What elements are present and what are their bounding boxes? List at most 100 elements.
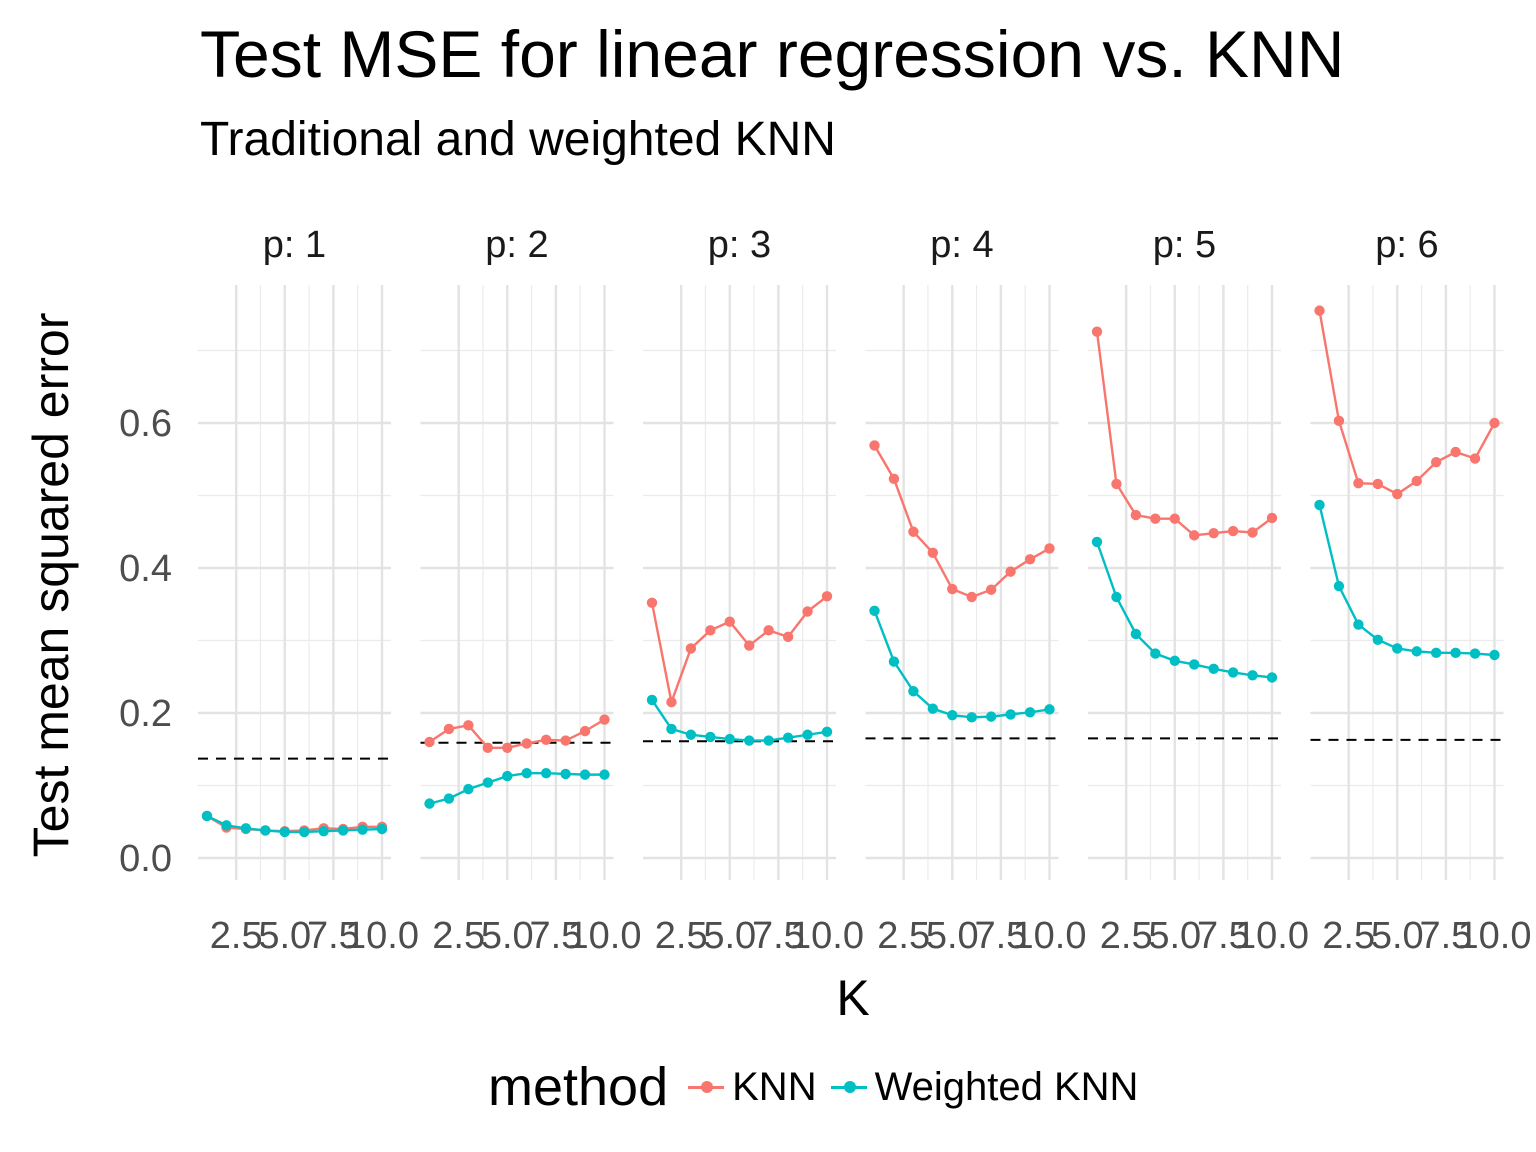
- data-point-knn: [646, 597, 658, 608]
- data-point-knn: [482, 742, 494, 753]
- x-tick-label: 7.5: [974, 915, 1027, 957]
- x-tick-label: 10.0: [568, 915, 642, 957]
- data-point-knn: [1392, 488, 1403, 500]
- series-line-knn: [428, 718, 606, 749]
- x-tick-label: 10.0: [790, 915, 864, 957]
- x-tick-label: 2.5: [877, 915, 930, 957]
- data-point-weighted-knn: [560, 768, 571, 780]
- x-tick-label: 7.5: [529, 915, 582, 957]
- data-point-weighted-knn: [908, 686, 919, 697]
- legend-label-weighted-knn: Weighted KNN: [874, 1064, 1139, 1109]
- facet-label: p: 4: [930, 224, 993, 266]
- data-point-knn: [1169, 513, 1180, 524]
- x-tick-label: 5.0: [481, 915, 534, 957]
- facet-label: p: 6: [1375, 224, 1438, 266]
- data-point-weighted-knn: [1392, 643, 1403, 654]
- series-line-weighted-knn: [651, 699, 828, 742]
- data-point-weighted-knn: [1005, 709, 1016, 720]
- series-line-weighted-knn: [1318, 504, 1495, 657]
- x-tick-label: 5.0: [1371, 915, 1424, 957]
- data-point-weighted-knn: [744, 735, 755, 746]
- y-tick-label: 0.6: [119, 403, 172, 445]
- legend-item-weighted-knn: Weighted KNN: [829, 1064, 1139, 1110]
- data-point-knn: [666, 696, 677, 708]
- series-line-knn: [650, 595, 828, 707]
- data-point-knn: [685, 643, 697, 654]
- data-point-knn: [1024, 554, 1036, 565]
- data-point-knn: [1266, 512, 1278, 524]
- y-tick-label: 0.0: [119, 838, 172, 880]
- y-tick-label: 0.4: [119, 548, 172, 590]
- facet-label: p: 2: [485, 224, 548, 266]
- data-point-weighted-knn: [443, 793, 455, 804]
- x-tick-label: 2.5: [210, 915, 263, 957]
- data-point-weighted-knn: [1150, 648, 1161, 659]
- legend-item-knn: KNN: [686, 1065, 817, 1110]
- data-point-knn: [1333, 415, 1345, 427]
- data-point-weighted-knn: [724, 733, 735, 745]
- chart-subtitle: Traditional and weighted KNN: [200, 113, 836, 166]
- x-tick-label: 7.5: [752, 915, 805, 957]
- data-point-knn: [966, 591, 977, 603]
- data-point-weighted-knn: [802, 729, 813, 740]
- data-point-weighted-knn: [482, 777, 494, 788]
- data-point-weighted-knn: [869, 605, 880, 616]
- data-point-weighted-knn: [1411, 646, 1422, 657]
- data-point-knn: [1044, 543, 1055, 554]
- data-point-knn: [502, 742, 513, 753]
- data-point-weighted-knn: [666, 723, 677, 735]
- data-point-knn: [1489, 417, 1500, 429]
- data-point-weighted-knn: [240, 823, 252, 834]
- data-point-weighted-knn: [318, 825, 329, 837]
- data-point-weighted-knn: [463, 783, 474, 795]
- x-tick-label: 10.0: [1235, 915, 1309, 957]
- data-point-knn: [888, 473, 900, 485]
- data-point-weighted-knn: [782, 732, 794, 743]
- data-point-weighted-knn: [985, 711, 997, 722]
- facet-label: p: 1: [263, 224, 326, 266]
- data-point-weighted-knn: [1353, 619, 1364, 630]
- data-point-knn: [1353, 477, 1364, 489]
- data-point-weighted-knn: [1044, 704, 1055, 715]
- data-point-weighted-knn: [540, 767, 552, 779]
- data-point-weighted-knn: [1266, 672, 1278, 683]
- data-point-knn: [1247, 527, 1258, 538]
- data-point-knn: [521, 738, 532, 749]
- data-point-weighted-knn: [821, 726, 833, 738]
- legend: method KNN Weighted KNN: [488, 1055, 1150, 1119]
- data-point-knn: [540, 734, 552, 746]
- x-axis-title: K: [836, 970, 869, 1026]
- data-point-weighted-knn: [1247, 670, 1258, 681]
- data-point-weighted-knn: [424, 798, 435, 809]
- data-point-knn: [802, 606, 813, 617]
- data-point-weighted-knn: [1189, 659, 1200, 670]
- x-tick-label: 2.5: [432, 915, 485, 957]
- data-point-knn: [560, 735, 571, 746]
- data-point-weighted-knn: [221, 820, 232, 831]
- data-point-weighted-knn: [1489, 649, 1500, 661]
- data-point-knn: [1314, 305, 1325, 316]
- x-tick-label: 10.0: [345, 915, 419, 957]
- series-line-knn: [1095, 331, 1273, 537]
- series-line-weighted-knn: [429, 771, 605, 805]
- data-point-knn: [1189, 530, 1200, 541]
- data-point-knn: [1208, 528, 1219, 539]
- facet-label: p: 5: [1153, 224, 1216, 266]
- data-point-weighted-knn: [1333, 580, 1345, 592]
- data-point-weighted-knn: [1024, 707, 1036, 718]
- data-point-knn: [705, 625, 716, 636]
- x-tick-label: 7.5: [1197, 915, 1250, 957]
- data-point-weighted-knn: [357, 824, 368, 835]
- data-point-knn: [424, 736, 435, 748]
- data-point-weighted-knn: [1130, 628, 1142, 640]
- data-point-knn: [908, 526, 919, 537]
- x-tick-label: 10.0: [1013, 915, 1087, 957]
- data-point-weighted-knn: [502, 770, 513, 782]
- x-tick-label: 5.0: [1148, 915, 1201, 957]
- series-line-knn: [873, 444, 1051, 599]
- data-point-knn: [821, 591, 833, 602]
- data-point-weighted-knn: [1372, 634, 1384, 645]
- data-point-knn: [947, 583, 958, 595]
- x-tick-label: 2.5: [1322, 915, 1375, 957]
